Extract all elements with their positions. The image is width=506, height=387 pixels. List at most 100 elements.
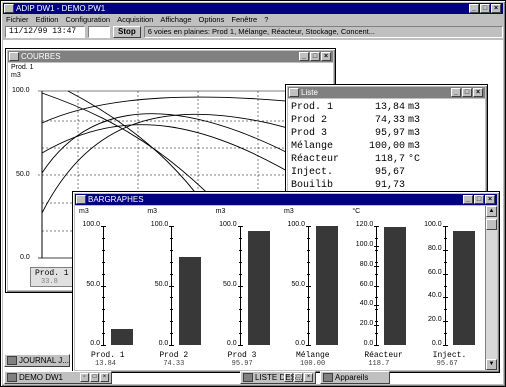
status-message: 6 voies en plaines: Prod 1, Mélange, Réa… <box>143 26 503 38</box>
bargraph-axis <box>305 226 338 346</box>
menu-edition[interactable]: Edition <box>35 15 59 24</box>
close-icon[interactable]: × <box>485 195 495 204</box>
menu-help[interactable]: ? <box>264 15 269 24</box>
courbes-ytick-top: 100.0 <box>12 87 30 94</box>
maximize-icon[interactable]: □ <box>474 195 484 204</box>
courbes-legend-label: Prod. 1 <box>11 64 34 71</box>
minor-tick <box>102 273 105 275</box>
menu-acquisition[interactable]: Acquisition <box>117 15 154 24</box>
maximize-icon[interactable]: □ <box>90 373 99 382</box>
status-input[interactable] <box>88 26 110 38</box>
liste-des-minimized[interactable]: LISTE DES... ▫ □ × <box>240 371 316 384</box>
bargraph-unit: m3 <box>147 208 158 215</box>
minimize-icon[interactable]: _ <box>451 88 461 97</box>
main-window-controls: _ □ × <box>469 4 501 13</box>
tick-label: 100.0 <box>287 221 305 228</box>
scroll-down-arrow-icon[interactable]: ▼ <box>486 359 497 370</box>
axis-tick <box>305 226 311 227</box>
curve-3 <box>41 96 309 124</box>
close-icon[interactable]: × <box>491 4 501 13</box>
bargraph-1: m3 100.0 50.0 0.0 Prod. 1 13.84 <box>75 206 143 370</box>
minor-tick <box>170 249 174 251</box>
courbes-system-icon[interactable] <box>9 52 19 61</box>
minimize-icon[interactable]: _ <box>469 4 479 13</box>
bargraph-axis <box>169 226 202 346</box>
app-system-icon[interactable] <box>4 4 14 13</box>
journal-minimized[interactable]: JOURNAL J... <box>4 354 70 367</box>
minor-tick <box>443 321 447 323</box>
liste-title-bar[interactable]: Liste _ □ × <box>288 87 485 98</box>
courbes-bottom-label: Prod. 1 <box>35 269 69 278</box>
demo-minimized[interactable]: DEMO DW1 ▫ □ × <box>4 371 112 384</box>
bargraph-unit: °C <box>352 208 361 215</box>
bargraphes-title-bar[interactable]: BARGRAPHES _ □ × <box>75 194 497 205</box>
list-row: Réacteur 118,7 °C <box>291 153 482 166</box>
tick-label: 100.0 <box>424 221 442 228</box>
main-title-bar[interactable]: ADIP DW1 - DEMO.PW1 _ □ × <box>3 3 503 14</box>
list-row: Inject. 95,67 <box>291 166 482 179</box>
tick-label: 100.0 <box>355 240 374 248</box>
row-name: Mélange <box>291 141 334 152</box>
restore-icon[interactable]: ▫ <box>284 373 293 382</box>
menu-configuration[interactable]: Configuration <box>65 15 111 24</box>
courbes-ytick-mid: 50.0 <box>16 171 30 178</box>
menu-options[interactable]: Options <box>198 15 225 24</box>
bargraphes-title: BARGRAPHES <box>88 195 144 204</box>
restore-icon[interactable]: ▫ <box>80 373 89 382</box>
maximize-icon[interactable]: □ <box>462 88 472 97</box>
menu-affichage[interactable]: Affichage <box>160 15 192 24</box>
stop-button[interactable]: Stop <box>113 26 141 38</box>
tick-label: 20.0 <box>428 316 442 324</box>
minor-tick <box>375 237 379 239</box>
courbes-title: COURBES <box>21 52 61 61</box>
minor-tick <box>102 249 105 251</box>
tick-label: 0.0 <box>295 340 305 347</box>
list-row: Prod 2 74,33 m3 <box>291 114 482 127</box>
tick-label: 0.0 <box>431 340 442 347</box>
maximize-icon[interactable]: □ <box>480 4 490 13</box>
scroll-up-arrow-icon[interactable]: ▲ <box>486 206 497 217</box>
axis-tick <box>442 226 448 227</box>
bargraph-unit: m3 <box>79 208 89 215</box>
maximize-icon[interactable]: □ <box>310 52 320 61</box>
minor-tick <box>375 309 379 311</box>
axis-tick <box>169 345 175 346</box>
bargraph-name: Prod 2 <box>159 351 189 360</box>
minor-tick <box>306 273 310 275</box>
appareils-minimized[interactable]: Appareils <box>320 371 390 384</box>
close-icon[interactable]: × <box>100 373 109 382</box>
tick-label: 0.0 <box>158 340 169 347</box>
minor-tick <box>102 333 105 335</box>
liste-des-icon <box>243 373 253 382</box>
axis-tick <box>101 345 106 346</box>
bargraphes-system-icon[interactable] <box>76 195 86 204</box>
tick-label: 0.0 <box>226 340 237 347</box>
minor-tick <box>443 261 447 263</box>
scroll-thumb[interactable] <box>486 219 497 230</box>
menu-fenetre[interactable]: Fenêtre <box>231 15 258 24</box>
axis-tick <box>374 305 380 307</box>
courbes-title-bar[interactable]: COURBES _ □ × <box>8 51 333 62</box>
close-icon[interactable]: × <box>304 373 313 382</box>
close-icon[interactable]: × <box>321 52 331 61</box>
vertical-scrollbar[interactable]: ▲ ▼ <box>485 206 497 370</box>
tick-label: 60.0 <box>428 268 442 276</box>
liste-system-icon[interactable] <box>289 88 299 97</box>
row-unit: °C <box>408 154 421 165</box>
bar-fill <box>247 230 270 345</box>
minor-tick <box>443 249 447 251</box>
close-icon[interactable]: × <box>473 88 483 97</box>
bargraph-5: °C 120.0 100.0 80.0 60.0 40.0 20.0 0.0 Réacteur 1… <box>348 206 416 370</box>
courbes-controls: _ □ × <box>299 52 331 61</box>
row-unit: m3 <box>408 128 421 139</box>
minimize-icon[interactable]: _ <box>299 52 309 61</box>
tick-label: 20.0 <box>359 320 374 328</box>
row-unit: m3 <box>408 102 421 113</box>
minimize-icon[interactable]: _ <box>463 195 473 204</box>
bargraph-value: 95.97 <box>231 360 253 368</box>
row-value: 91,73 <box>374 180 405 191</box>
minor-tick <box>238 321 242 323</box>
menu-fichier[interactable]: Fichier <box>6 15 29 24</box>
maximize-icon[interactable]: □ <box>294 373 303 382</box>
minor-tick <box>375 249 379 251</box>
